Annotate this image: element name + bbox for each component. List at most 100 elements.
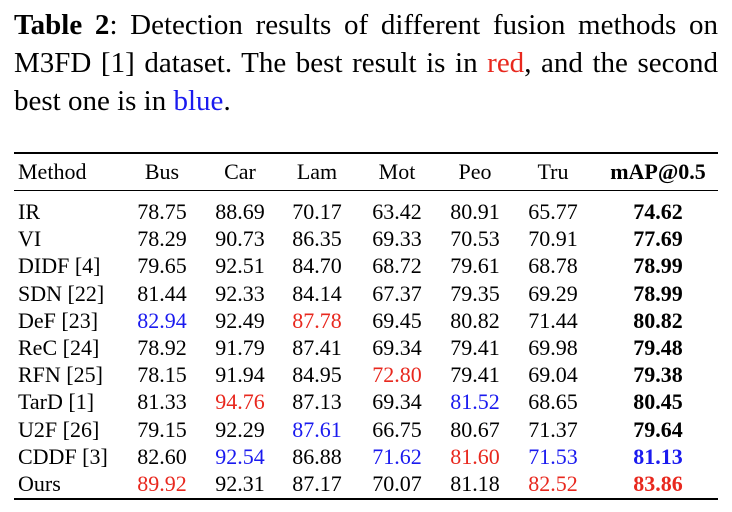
map-cell: 77.69 [633, 226, 683, 252]
method-cell: CDDF [3] [18, 443, 108, 469]
value-cell: 68.72 [372, 253, 422, 279]
map-cell: 83.86 [633, 471, 683, 496]
value-cell: 78.15 [137, 362, 187, 388]
value-cell: 92.29 [215, 416, 265, 442]
table-top-rule [14, 152, 718, 154]
value-cell: 69.45 [372, 307, 422, 333]
value-cell: 86.35 [292, 226, 342, 252]
value-cell: 63.42 [372, 199, 422, 224]
table-row: VI 78.29 90.73 86.35 69.33 70.53 70.91 77.69 [14, 225, 718, 252]
value-cell: 86.88 [292, 443, 342, 469]
map-cell: 74.62 [633, 199, 683, 224]
method-cell: DIDF [4] [18, 253, 101, 279]
value-cell: 79.65 [137, 253, 187, 279]
table-bottom-rule [14, 498, 718, 500]
value-cell: 81.60 [450, 443, 500, 469]
value-cell: 84.95 [292, 362, 342, 388]
value-cell: 65.77 [528, 199, 578, 224]
value-cell: 79.61 [450, 253, 500, 279]
table-row: DIDF [4] 79.65 92.51 84.70 68.72 79.61 68.78 78… [14, 252, 718, 279]
header-lam: Lam [296, 159, 338, 184]
caption-label: Table 2 [14, 9, 110, 41]
value-cell: 69.04 [528, 362, 578, 388]
value-cell: 82.60 [137, 443, 187, 469]
table-row: SDN [22] 81.44 92.33 84.14 67.37 79.35 69.29 78… [14, 280, 718, 307]
value-cell: 91.94 [215, 362, 265, 388]
value-cell: 70.53 [450, 226, 500, 252]
header-tru: Tru [537, 159, 569, 184]
value-cell: 78.75 [137, 199, 187, 224]
map-cell: 78.99 [633, 253, 683, 279]
caption-red-word: red [487, 47, 525, 79]
value-cell: 70.07 [372, 471, 422, 496]
header-peo: Peo [458, 159, 492, 184]
value-cell: 81.18 [450, 471, 500, 496]
value-cell: 66.75 [372, 416, 422, 442]
value-cell: 92.49 [215, 307, 265, 333]
value-cell: 80.82 [450, 307, 500, 333]
value-cell: 92.51 [215, 253, 265, 279]
value-cell: 87.41 [292, 335, 342, 360]
value-cell: 81.33 [137, 389, 187, 415]
value-cell: 68.65 [528, 389, 578, 415]
table-row: TarD [1] 81.33 94.76 87.13 69.34 81.52 68.65 80… [14, 388, 718, 415]
value-cell: 71.62 [372, 443, 422, 469]
table-caption: Table 2: Detection results of different … [14, 6, 718, 120]
map-cell: 79.64 [633, 416, 683, 442]
map-cell: 80.82 [633, 307, 683, 333]
value-cell: 71.37 [528, 416, 578, 442]
method-cell: Ours [18, 471, 61, 496]
method-cell: DeF [23] [18, 307, 99, 333]
table-header-rule [14, 190, 718, 191]
value-cell: 69.29 [528, 280, 578, 306]
value-cell: 82.94 [137, 307, 187, 333]
value-cell: 84.70 [292, 253, 342, 279]
value-cell: 71.44 [528, 307, 578, 333]
value-cell: 79.15 [137, 416, 187, 442]
value-cell: 80.91 [450, 199, 500, 224]
caption-blue-word: blue [173, 85, 224, 117]
method-cell: TarD [1] [18, 389, 95, 415]
value-cell: 69.98 [528, 335, 578, 360]
map-cell: 79.38 [633, 362, 683, 388]
value-cell: 69.34 [372, 335, 422, 360]
value-cell: 89.92 [137, 471, 187, 496]
value-cell: 69.33 [372, 226, 422, 252]
value-cell: 72.80 [372, 362, 422, 388]
value-cell: 78.29 [137, 226, 187, 252]
value-cell: 84.14 [292, 280, 342, 306]
method-cell: RFN [25] [18, 362, 103, 388]
table-row: CDDF [3] 82.60 92.54 86.88 71.62 81.60 71.53 81… [14, 443, 718, 470]
header-method: Method [18, 159, 87, 184]
value-cell: 92.31 [215, 471, 265, 496]
table-row: ReC [24] 78.92 91.79 87.41 69.34 79.41 69.98 79… [14, 334, 718, 361]
header-map: mAP@0.5 [610, 159, 706, 184]
caption-text-3: . [223, 85, 231, 117]
header-car: Car [224, 159, 256, 184]
header-mot: Mot [378, 159, 416, 184]
value-cell: 71.53 [528, 443, 578, 469]
caption-text-2: , and the second best one is in [14, 47, 718, 117]
value-cell: 92.33 [215, 280, 265, 306]
caption-text-1: : Detection results of different fusion … [14, 9, 718, 79]
value-cell: 91.79 [215, 335, 265, 360]
value-cell: 94.76 [215, 389, 265, 415]
value-cell: 69.34 [372, 389, 422, 415]
table-row: IR 78.75 88.69 70.17 63.42 80.91 65.77 74.62 [14, 198, 718, 225]
value-cell: 78.92 [137, 335, 187, 360]
method-cell: U2F [26] [18, 416, 100, 442]
value-cell: 82.52 [528, 471, 578, 496]
value-cell: 81.44 [137, 280, 187, 306]
map-cell: 81.13 [633, 443, 683, 469]
map-cell: 79.48 [633, 335, 683, 360]
value-cell: 87.17 [292, 471, 342, 496]
value-cell: 87.61 [292, 416, 342, 442]
method-cell: VI [18, 226, 42, 252]
method-cell: IR [18, 199, 40, 224]
value-cell: 90.73 [215, 226, 265, 252]
value-cell: 88.69 [215, 199, 265, 224]
value-cell: 79.35 [450, 280, 500, 306]
table-row: DeF [23] 82.94 92.49 87.78 69.45 80.82 71.44 80… [14, 307, 718, 334]
header-bus: Bus [144, 159, 180, 184]
value-cell: 87.78 [292, 307, 342, 333]
